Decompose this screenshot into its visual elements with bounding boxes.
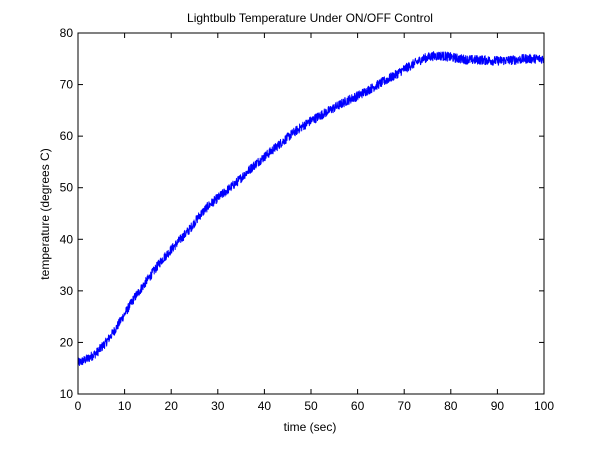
y-tick-label: 10 xyxy=(60,387,74,401)
chart-title: Lightbulb Temperature Under ON/OFF Contr… xyxy=(187,11,433,25)
x-tick-label: 100 xyxy=(534,399,554,413)
x-tick-label: 0 xyxy=(75,399,82,413)
plot-background xyxy=(78,33,544,394)
x-tick-label: 90 xyxy=(491,399,505,413)
x-axis-label: time (sec) xyxy=(284,420,337,434)
x-tick-label: 20 xyxy=(165,399,179,413)
y-tick-label: 80 xyxy=(60,26,74,40)
x-tick-label: 50 xyxy=(304,399,318,413)
y-tick-label: 40 xyxy=(60,232,74,246)
x-tick-label: 30 xyxy=(211,399,225,413)
series-line-0 xyxy=(77,51,545,366)
y-tick-label: 50 xyxy=(60,181,74,195)
y-tick-label: 20 xyxy=(60,335,74,349)
x-tick-label: 10 xyxy=(118,399,132,413)
y-tick-label: 30 xyxy=(60,284,74,298)
y-tick-label: 70 xyxy=(60,78,74,92)
y-tick-label: 60 xyxy=(60,129,74,143)
x-tick-label: 40 xyxy=(258,399,272,413)
x-tick-label: 70 xyxy=(398,399,412,413)
x-tick-label: 60 xyxy=(351,399,365,413)
y-axis-label: temperature (degrees C) xyxy=(38,148,52,279)
x-tick-label: 80 xyxy=(444,399,458,413)
